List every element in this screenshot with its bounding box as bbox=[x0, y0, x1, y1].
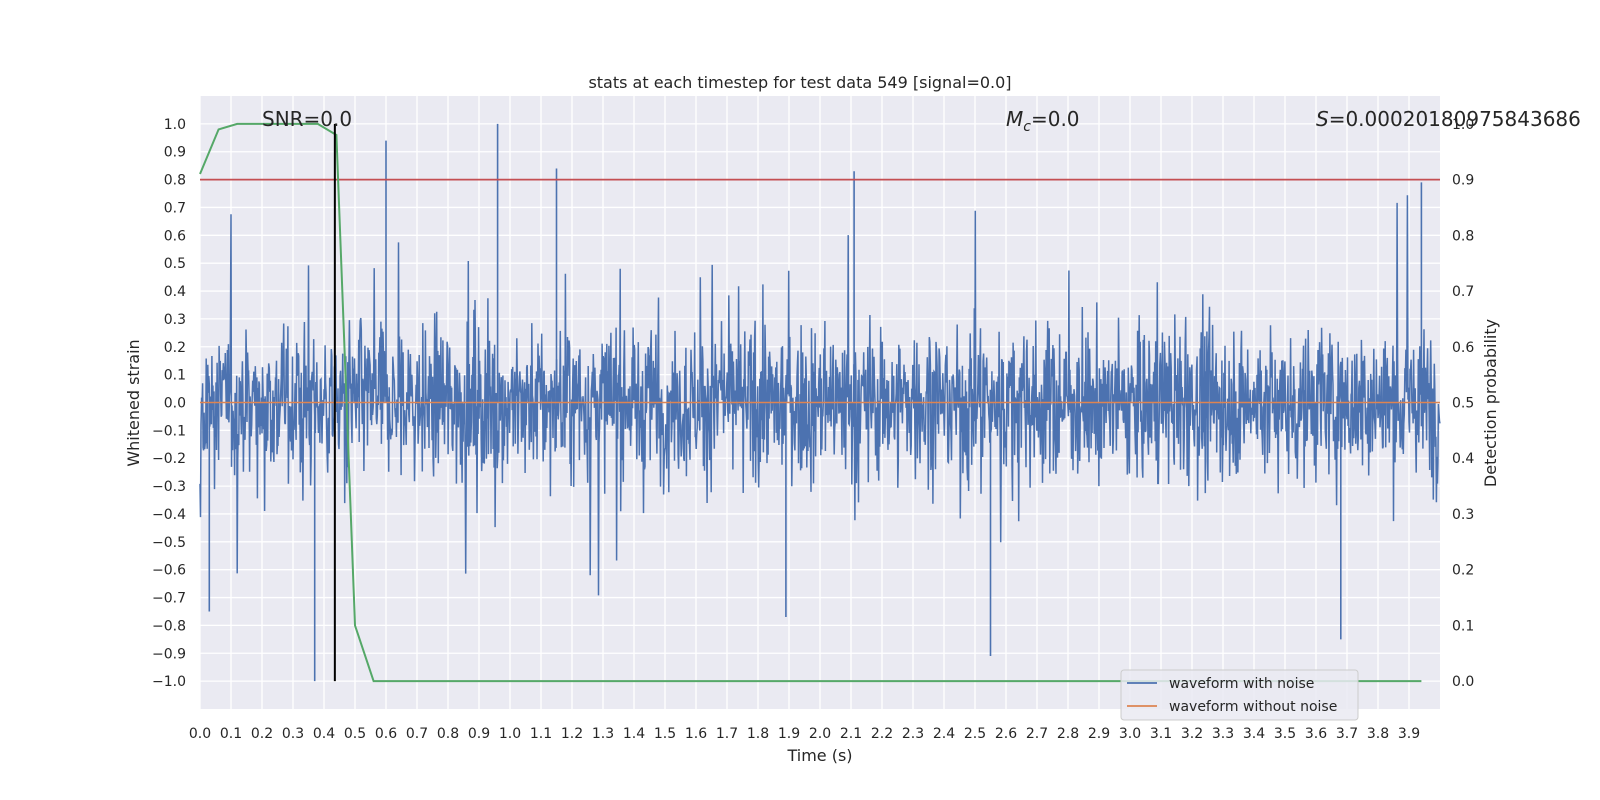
x-tick-label: 1.9 bbox=[778, 726, 800, 742]
x-tick-label: 3.4 bbox=[1243, 726, 1265, 742]
x-tick-label: 1.5 bbox=[654, 726, 676, 742]
x-tick-label: 0.7 bbox=[406, 726, 428, 742]
x-tick-label: 1.1 bbox=[530, 726, 552, 742]
x-tick-label: 0.1 bbox=[220, 726, 242, 742]
legend-label: waveform without noise bbox=[1169, 699, 1337, 715]
y-tick-label: −0.2 bbox=[152, 451, 186, 467]
x-tick-label: 1.8 bbox=[747, 726, 769, 742]
legend: waveform with noise waveform without nois… bbox=[1120, 669, 1359, 721]
y-tick-label: −0.8 bbox=[152, 618, 186, 634]
y-tick-label: 0.9 bbox=[164, 145, 186, 161]
y-tick-label: −0.1 bbox=[152, 423, 186, 439]
x-tick-label: 0.9 bbox=[468, 726, 490, 742]
x-tick-label: 2.3 bbox=[902, 726, 924, 742]
y-tick-label: 1.0 bbox=[164, 117, 186, 133]
y2-tick-label: 0.3 bbox=[1452, 507, 1474, 523]
y-tick-label: 0.8 bbox=[164, 173, 186, 189]
y2-tick-label: 0.2 bbox=[1452, 563, 1474, 579]
significance-annotation: S=0.00020180975843686 bbox=[1316, 107, 1581, 131]
y-tick-label: 0.5 bbox=[164, 256, 186, 272]
y-tick-label: 0.7 bbox=[164, 200, 186, 216]
x-tick-label: 1.2 bbox=[561, 726, 583, 742]
y-tick-label: −0.7 bbox=[152, 591, 186, 607]
y-tick-label: −0.6 bbox=[152, 563, 186, 579]
y-tick-label: −1.0 bbox=[152, 674, 186, 690]
overlay-series bbox=[199, 122, 1440, 683]
y-tick-labels: −1.0 −0.9 −0.8 −0.7 −0.6 −0.5 −0.4 −0.3 −0.2 −0.1… bbox=[152, 117, 186, 690]
x-tick-label: 2.2 bbox=[871, 726, 893, 742]
annotations: SNR=0.0 Mc=0.0 S=0.00020180975843686 bbox=[262, 107, 1581, 135]
snr-annotation: SNR=0.0 bbox=[262, 107, 352, 131]
detection-probability-line bbox=[199, 122, 1422, 683]
x-tick-label: 2.5 bbox=[964, 726, 986, 742]
x-tick-label: 2.1 bbox=[840, 726, 862, 742]
x-tick-label: 0.0 bbox=[189, 726, 211, 742]
x-tick-label: 3.8 bbox=[1367, 726, 1389, 742]
x-tick-label: 1.6 bbox=[685, 726, 707, 742]
x-tick-label: 2.0 bbox=[809, 726, 831, 742]
y2-tick-label: 0.4 bbox=[1452, 451, 1474, 467]
y2-tick-label: 0.9 bbox=[1452, 173, 1474, 189]
y-tick-label: 0.3 bbox=[164, 312, 186, 328]
x-tick-label: 2.4 bbox=[933, 726, 955, 742]
y2-tick-label: 0.0 bbox=[1452, 674, 1474, 690]
x-tick-label: 3.2 bbox=[1181, 726, 1203, 742]
x-axis-label: Time (s) bbox=[786, 746, 852, 765]
x-tick-label: 2.8 bbox=[1057, 726, 1079, 742]
y2-tick-label: 0.7 bbox=[1452, 284, 1474, 300]
y-tick-label: 0.1 bbox=[164, 368, 186, 384]
legend-box bbox=[1120, 669, 1359, 721]
x-tick-label: 1.4 bbox=[623, 726, 645, 742]
y-axis-label: Whitened strain bbox=[124, 339, 143, 466]
x-tick-label: 0.3 bbox=[282, 726, 304, 742]
y2-tick-label: 0.8 bbox=[1452, 228, 1474, 244]
x-tick-label: 0.6 bbox=[375, 726, 397, 742]
x-tick-label: 1.7 bbox=[716, 726, 738, 742]
y-tick-label: −0.3 bbox=[152, 479, 186, 495]
x-tick-label: 2.7 bbox=[1026, 726, 1048, 742]
x-tick-labels: 0.0 0.1 0.2 0.3 0.4 0.5 0.6 0.7 0.8 0.9 1.0 1.1 1.2 1… bbox=[189, 726, 1420, 742]
x-tick-label: 1.0 bbox=[499, 726, 521, 742]
x-tick-label: 3.6 bbox=[1305, 726, 1327, 742]
x-tick-label: 3.7 bbox=[1336, 726, 1358, 742]
y-tick-label: 0.0 bbox=[164, 396, 186, 412]
y-tick-label: 0.6 bbox=[164, 228, 186, 244]
x-tick-label: 0.2 bbox=[251, 726, 273, 742]
y-tick-label: 0.2 bbox=[164, 340, 186, 356]
x-tick-label: 3.1 bbox=[1150, 726, 1172, 742]
x-tick-label: 2.9 bbox=[1088, 726, 1110, 742]
waveform-with-noise-line bbox=[199, 195, 1441, 596]
chart-title: stats at each timestep for test data 549… bbox=[588, 73, 1011, 92]
y2-tick-label: 0.1 bbox=[1452, 618, 1474, 634]
noisy-waveform-series bbox=[199, 123, 1441, 682]
x-tick-label: 3.5 bbox=[1274, 726, 1296, 742]
y-tick-label: 0.4 bbox=[164, 284, 186, 300]
y-tick-label: −0.9 bbox=[152, 646, 186, 662]
x-tick-label: 0.4 bbox=[313, 726, 335, 742]
legend-label: waveform with noise bbox=[1169, 676, 1314, 692]
x-tick-label: 3.9 bbox=[1398, 726, 1420, 742]
x-tick-label: 0.5 bbox=[344, 726, 366, 742]
y-tick-label: −0.4 bbox=[152, 507, 186, 523]
y2-tick-labels: 0.0 0.1 0.2 0.3 0.4 0.5 0.6 0.7 0.8 0.9 1.0 bbox=[1452, 117, 1474, 690]
x-tick-label: 3.3 bbox=[1212, 726, 1234, 742]
chirp-mass-annotation: Mc=0.0 bbox=[1006, 107, 1080, 135]
y-tick-label: −0.5 bbox=[152, 535, 186, 551]
y2-axis-label: Detection probability bbox=[1481, 319, 1500, 487]
x-tick-label: 0.8 bbox=[437, 726, 459, 742]
x-tick-label: 1.3 bbox=[592, 726, 614, 742]
y2-tick-label: 1.0 bbox=[1452, 117, 1474, 133]
y2-tick-label: 0.5 bbox=[1452, 396, 1474, 412]
y2-tick-label: 0.6 bbox=[1452, 340, 1474, 356]
x-tick-label: 2.6 bbox=[995, 726, 1017, 742]
x-tick-label: 3.0 bbox=[1119, 726, 1141, 742]
